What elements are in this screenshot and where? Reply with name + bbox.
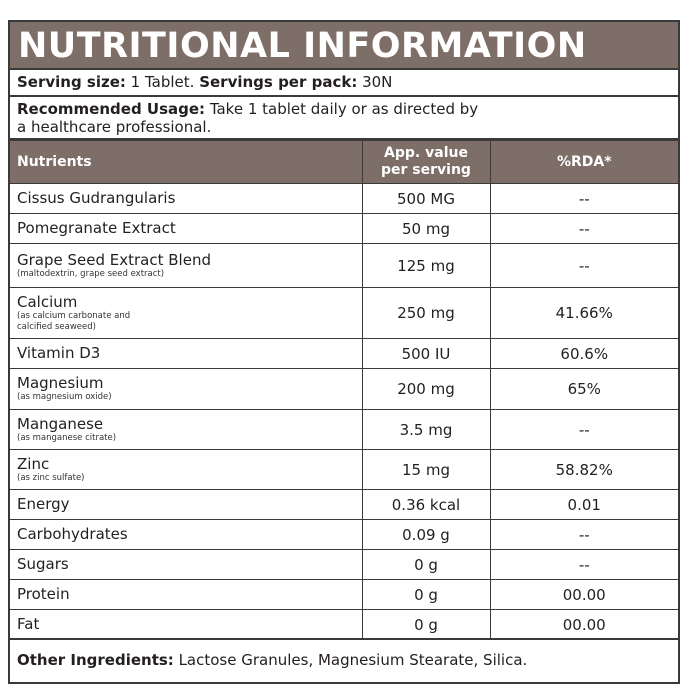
serving-size-value: 1 Tablet. <box>125 73 200 91</box>
table-row: Protein 0 g 00.00 <box>10 579 678 610</box>
nutrient-rda: 65% <box>489 368 678 410</box>
nutrient-name: Magnesium <box>17 374 104 392</box>
nutrient-value: 0 g <box>361 549 491 580</box>
title-bar: NUTRITIONAL INFORMATION <box>10 22 678 70</box>
header-nutrients: Nutrients <box>10 140 363 184</box>
nutrient-source-note: calcified seaweed) <box>17 321 96 332</box>
nutrient-value: 125 mg <box>361 243 491 288</box>
nutrient-rda: 00.00 <box>489 609 678 640</box>
table-row: Grape Seed Extract Blend (maltodextrin, g… <box>10 243 678 288</box>
nutrient-value: 500 MG <box>361 183 491 214</box>
nutrient-name: Fat <box>17 615 40 633</box>
table-row: Fat 0 g 00.00 <box>10 609 678 640</box>
nutrient-cell: Grape Seed Extract Blend (maltodextrin, g… <box>10 243 363 288</box>
table-row: Carbohydrates 0.09 g -- <box>10 519 678 550</box>
usage-text-line1: Take 1 tablet daily or as directed by <box>205 100 479 118</box>
nutrient-cell: Pomegranate Extract <box>10 213 363 244</box>
nutrient-cell: Vitamin D3 <box>10 338 363 369</box>
table-row: Vitamin D3 500 IU 60.6% <box>10 338 678 369</box>
servings-per-pack-label: Servings per pack: <box>199 73 358 91</box>
panel-title: NUTRITIONAL INFORMATION <box>18 26 587 66</box>
nutrient-cell: Fat <box>10 609 363 640</box>
nutrient-value: 250 mg <box>361 287 491 339</box>
other-ingredients-text: Lactose Granules, Magnesium Stearate, Si… <box>173 651 528 669</box>
recommended-usage: Recommended Usage: Take 1 tablet daily o… <box>10 97 678 140</box>
nutrient-rda: -- <box>489 409 678 450</box>
serving-info: Serving size: 1 Tablet. Servings per pac… <box>10 70 678 97</box>
nutrient-rda: 58.82% <box>489 449 678 490</box>
table-row: Zinc (as zinc sulfate) 15 mg 58.82% <box>10 449 678 490</box>
nutrient-value: 50 mg <box>361 213 491 244</box>
table-row: Magnesium (as magnesium oxide) 200 mg 65% <box>10 368 678 410</box>
nutrient-value: 0.09 g <box>361 519 491 550</box>
nutrient-rda: -- <box>489 183 678 214</box>
nutrient-value: 0 g <box>361 609 491 640</box>
servings-per-pack-value: 30N <box>357 73 393 91</box>
nutrient-cell: Sugars <box>10 549 363 580</box>
nutrient-value: 0 g <box>361 579 491 610</box>
nutrient-rda: -- <box>489 549 678 580</box>
other-ingredients: Other Ingredients: Lactose Granules, Mag… <box>10 638 678 682</box>
nutrient-name: Grape Seed Extract Blend <box>17 250 211 269</box>
nutrient-rda: 0.01 <box>489 489 678 520</box>
nutrient-name: Vitamin D3 <box>17 344 101 362</box>
nutrient-name: Protein <box>17 585 70 603</box>
nutrient-name: Carbohydrates <box>17 525 128 543</box>
table-row: Calcium (as calcium carbonate and calcifie… <box>10 287 678 339</box>
nutrient-rda: -- <box>489 213 678 244</box>
nutrient-rda: 00.00 <box>489 579 678 610</box>
nutrient-source-note: (as calcium carbonate and <box>17 310 131 321</box>
nutrient-value: 3.5 mg <box>361 409 491 450</box>
nutrient-value: 200 mg <box>361 368 491 410</box>
nutrient-rda: -- <box>489 519 678 550</box>
nutrient-name: Energy <box>17 495 70 513</box>
nutrient-cell: Magnesium (as magnesium oxide) <box>10 368 363 410</box>
header-value-line2: per serving <box>381 162 471 178</box>
table-row: Pomegranate Extract 50 mg -- <box>10 213 678 244</box>
table-row: Cissus Gudrangularis 500 MG -- <box>10 183 678 214</box>
nutrient-name: Zinc <box>17 454 50 473</box>
serving-size-label: Serving size: <box>17 73 126 91</box>
header-rda: %RDA* <box>489 140 678 184</box>
nutrient-rda: -- <box>489 243 678 288</box>
nutrient-cell: Energy <box>10 489 363 520</box>
nutrient-source-note: (as manganese citrate) <box>17 432 117 443</box>
nutrient-name: Pomegranate Extract <box>17 219 176 237</box>
nutrient-source-note: (as magnesium oxide) <box>17 392 112 402</box>
nutrient-rda: 41.66% <box>489 287 678 339</box>
nutrient-name: Cissus Gudrangularis <box>17 189 176 207</box>
usage-label: Recommended Usage: <box>17 100 206 118</box>
nutrients-table: Nutrients App. value per serving %RDA* C… <box>10 140 678 640</box>
nutrient-cell: Cissus Gudrangularis <box>10 183 363 214</box>
nutrient-cell: Carbohydrates <box>10 519 363 550</box>
nutrition-panel: NUTRITIONAL INFORMATION Serving size: 1 … <box>8 20 680 684</box>
nutrient-cell: Zinc (as zinc sulfate) <box>10 449 363 490</box>
header-value: App. value per serving <box>361 140 491 184</box>
table-row: Manganese (as manganese citrate) 3.5 mg -- <box>10 409 678 450</box>
nutrient-source-note: (as zinc sulfate) <box>17 472 85 483</box>
nutrient-cell: Manganese (as manganese citrate) <box>10 409 363 450</box>
table-row: Energy 0.36 kcal 0.01 <box>10 489 678 520</box>
nutrient-name: Manganese <box>17 414 104 433</box>
nutrient-name: Calcium <box>17 292 78 311</box>
nutrient-source-note: (maltodextrin, grape seed extract) <box>17 268 165 279</box>
header-value-line1: App. value <box>384 145 468 161</box>
usage-text-line2: a healthcare professional. <box>17 118 212 136</box>
nutrient-cell: Calcium (as calcium carbonate and calcifie… <box>10 287 363 339</box>
table-header-row: Nutrients App. value per serving %RDA* <box>10 140 678 184</box>
nutrient-name: Sugars <box>17 555 69 573</box>
other-ingredients-label: Other Ingredients: <box>17 651 174 669</box>
nutrient-cell: Protein <box>10 579 363 610</box>
nutrient-value: 15 mg <box>361 449 491 490</box>
nutrient-value: 0.36 kcal <box>361 489 491 520</box>
table-row: Sugars 0 g -- <box>10 549 678 580</box>
nutrient-rda: 60.6% <box>489 338 678 369</box>
nutrient-value: 500 IU <box>361 338 491 369</box>
